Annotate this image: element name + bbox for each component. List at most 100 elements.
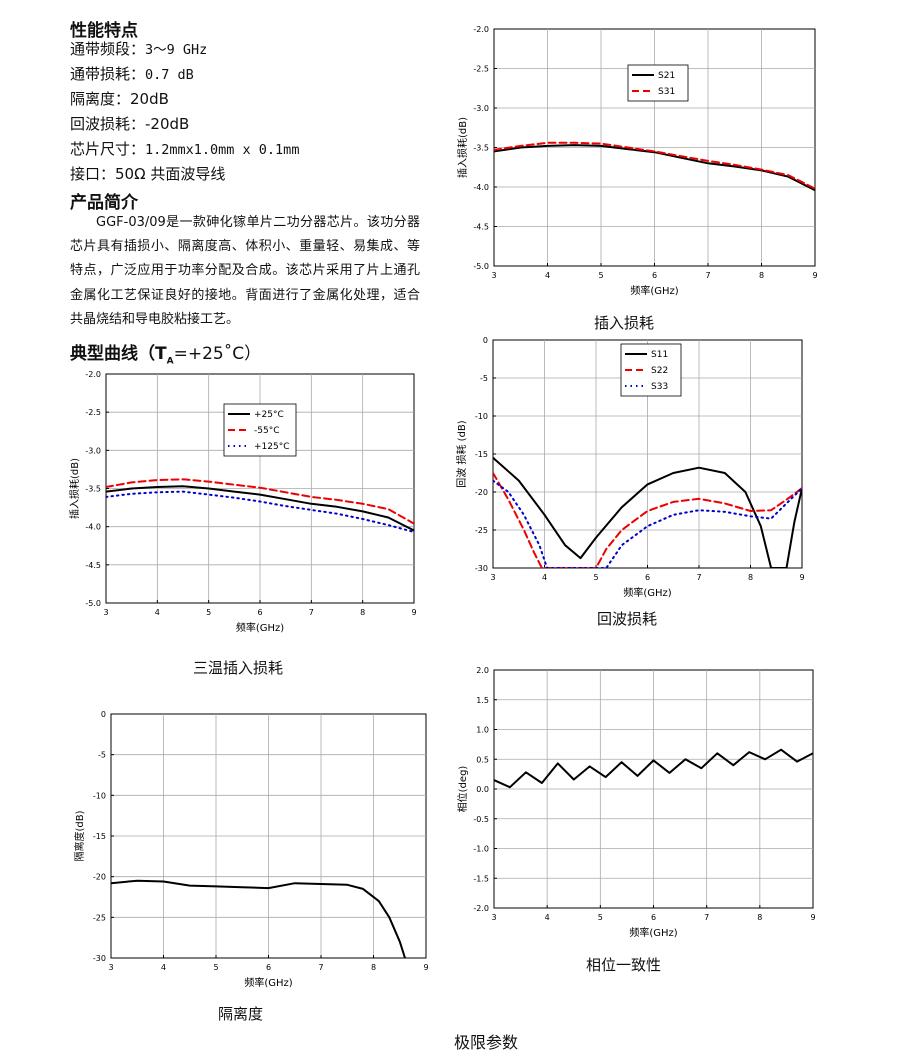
y-tick-label: 0.5 <box>476 755 489 764</box>
limits-title: 极限参数 <box>454 1033 519 1052</box>
x-tick-label: 5 <box>598 271 603 280</box>
y-tick-label: -10 <box>93 791 106 800</box>
phase-caption: 相位一致性 <box>586 956 662 974</box>
y-tick-label: -15 <box>93 832 106 841</box>
x-tick-label: 8 <box>360 608 365 617</box>
x-tick-label: 8 <box>748 573 753 582</box>
y-axis-label: 插入损耗(dB) <box>456 117 469 178</box>
y-tick-label: -3.5 <box>85 485 101 494</box>
y-tick-label: 0.0 <box>476 785 489 794</box>
curves-title-sub: A <box>166 356 174 367</box>
series-line-0 <box>494 748 813 789</box>
x-tick-label: 4 <box>155 608 160 617</box>
y-tick-label: -5.0 <box>473 262 489 271</box>
x-tick-label: 9 <box>423 963 428 972</box>
series-line-55C <box>106 478 414 525</box>
y-tick-label: 2.0 <box>476 666 489 675</box>
x-tick-label: 7 <box>705 271 710 280</box>
y-axis-label: 回波 损耗 (dB) <box>455 420 468 487</box>
spec-return-loss-label: 回波损耗： <box>70 115 146 133</box>
y-tick-label: -2.5 <box>85 408 101 417</box>
x-axis-label: 频率(GHz) <box>630 284 678 297</box>
y-tick-label: -3.5 <box>473 144 489 153</box>
x-tick-label: 7 <box>318 963 323 972</box>
three-temp-caption: 三温插入损耗 <box>193 659 284 677</box>
x-tick-label: 5 <box>206 608 211 617</box>
x-tick-label: 6 <box>257 608 262 617</box>
x-tick-label: 9 <box>810 913 815 922</box>
spec-chip-size-label: 芯片尺寸： <box>70 140 146 158</box>
x-tick-label: 5 <box>593 573 598 582</box>
spec-return-loss-value: -20dB <box>145 115 190 133</box>
spec-isolation: 隔离度：20dB <box>70 91 169 108</box>
x-tick-label: 6 <box>645 573 650 582</box>
legend-label: +25°C <box>254 410 284 420</box>
isolation-caption: 隔离度 <box>218 1005 264 1023</box>
y-tick-label: -20 <box>93 873 106 882</box>
y-tick-label: -4.5 <box>85 561 101 570</box>
spec-loss: 通带损耗：0.7 dB <box>70 66 194 84</box>
x-tick-label: 8 <box>759 271 764 280</box>
x-tick-label: 3 <box>108 963 113 972</box>
legend-label: S21 <box>658 71 675 81</box>
y-tick-label: -2.0 <box>473 904 489 913</box>
spec-chip-size-value: 1.2mmx1.0mm x 0.1mm <box>145 142 300 158</box>
legend-label: S33 <box>651 382 668 392</box>
y-tick-label: -2.0 <box>473 25 489 34</box>
x-tick-label: 6 <box>266 963 271 972</box>
x-tick-label: 3 <box>103 608 108 617</box>
y-tick-label: -5.0 <box>85 599 101 608</box>
insertion-loss-caption: 插入损耗 <box>594 314 655 332</box>
series-line-S33 <box>493 479 802 568</box>
x-tick-label: 5 <box>213 963 218 972</box>
x-tick-label: 5 <box>598 913 603 922</box>
y-tick-label: -2.5 <box>473 65 489 74</box>
spec-port-value: 50Ω 共面波导线 <box>115 165 226 183</box>
series-line-25C <box>106 485 414 532</box>
x-tick-label: 3 <box>491 271 496 280</box>
y-tick-label: -20 <box>475 488 488 497</box>
legend-box <box>223 403 297 457</box>
y-tick-label: 0 <box>483 336 488 345</box>
spec-band-value: 3～9 GHz <box>145 42 208 58</box>
legend-label: S22 <box>651 366 668 376</box>
y-axis-label: 插入损耗(dB) <box>68 458 81 519</box>
x-tick-label: 4 <box>545 913 550 922</box>
spec-chip-size: 芯片尺寸：1.2mmx1.0mm x 0.1mm <box>70 141 299 159</box>
legend-label: S11 <box>651 350 668 360</box>
x-tick-label: 4 <box>545 271 550 280</box>
series-line-S11 <box>493 456 802 568</box>
x-tick-label: 8 <box>371 963 376 972</box>
legend-label: S31 <box>658 87 675 97</box>
return-loss-caption: 回波损耗 <box>597 610 658 628</box>
series-line-S31 <box>494 141 815 190</box>
x-tick-label: 3 <box>490 573 495 582</box>
curves-title-text: 典型曲线（T <box>70 344 167 364</box>
legend-label: +125°C <box>254 442 290 452</box>
y-tick-label: -3.0 <box>85 446 101 455</box>
x-tick-label: 9 <box>411 608 416 617</box>
x-axis-label: 频率(GHz) <box>623 586 671 599</box>
y-axis-label: 隔离度(dB) <box>73 810 86 861</box>
y-tick-label: -4.0 <box>473 183 489 192</box>
x-axis-label: 频率(GHz) <box>236 621 284 634</box>
intro-title: 产品简介 <box>70 193 138 213</box>
y-axis-label: 相位(deg) <box>456 766 469 813</box>
y-tick-label: -1.5 <box>473 874 489 883</box>
y-tick-label: -30 <box>93 954 106 963</box>
x-tick-label: 9 <box>799 573 804 582</box>
series-line-S22 <box>493 472 802 568</box>
x-tick-label: 3 <box>491 913 496 922</box>
x-tick-label: 7 <box>704 913 709 922</box>
spec-isolation-label: 隔离度： <box>70 90 131 108</box>
series-line-125C <box>106 490 414 533</box>
spec-band: 通带频段：3～9 GHz <box>70 41 207 59</box>
y-tick-label: -1.0 <box>473 845 489 854</box>
y-tick-label: 0 <box>101 710 106 719</box>
series-line-0 <box>111 879 406 958</box>
y-tick-label: -4.0 <box>85 523 101 532</box>
